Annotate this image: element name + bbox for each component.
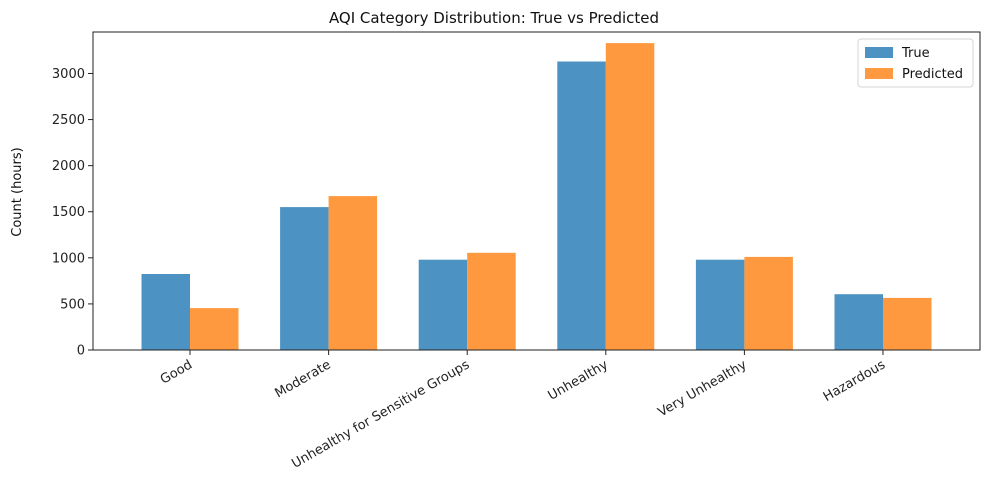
bar-true-0 bbox=[141, 274, 190, 350]
plot-frame bbox=[92, 31, 981, 351]
legend: True Predicted bbox=[857, 38, 974, 88]
y-axis: 0 500 1000 1500 2000 2500 3000 bbox=[52, 67, 93, 359]
y-tick-label: 2500 bbox=[52, 113, 85, 128]
bar-true-3 bbox=[557, 61, 606, 350]
x-tick-label: Very Unhealthy bbox=[656, 357, 750, 420]
bar-predicted-2 bbox=[467, 252, 516, 350]
y-tick-label: 0 bbox=[77, 344, 85, 359]
x-tick-label: Good bbox=[158, 357, 195, 387]
bars-group bbox=[141, 43, 932, 350]
legend-swatch-predicted bbox=[865, 68, 893, 79]
bar-true-2 bbox=[418, 259, 468, 350]
x-tick-label: Hazardous bbox=[821, 357, 888, 405]
bar-predicted-0 bbox=[190, 308, 239, 350]
legend-swatch-true bbox=[865, 47, 893, 58]
bar-predicted-4 bbox=[744, 256, 793, 350]
y-axis-label: Count (hours) bbox=[10, 147, 25, 236]
legend-label-predicted: Predicted bbox=[902, 67, 963, 82]
y-tick-label: 500 bbox=[60, 297, 85, 312]
bar-predicted-3 bbox=[605, 43, 655, 350]
bar-predicted-1 bbox=[328, 196, 378, 350]
legend-label-true: True bbox=[901, 46, 930, 61]
bar-predicted-5 bbox=[883, 297, 932, 350]
x-tick-label: Unhealthy bbox=[546, 357, 611, 403]
y-tick-label: 1000 bbox=[52, 251, 85, 266]
chart-title: AQI Category Distribution: True vs Predi… bbox=[329, 9, 659, 27]
y-tick-label: 2000 bbox=[52, 159, 85, 174]
bar-true-4 bbox=[695, 259, 745, 350]
bar-true-1 bbox=[280, 207, 329, 350]
bar-true-5 bbox=[834, 294, 883, 350]
x-tick-label: Moderate bbox=[273, 357, 334, 401]
y-tick-label: 1500 bbox=[52, 205, 85, 220]
y-tick-label: 3000 bbox=[52, 67, 85, 82]
